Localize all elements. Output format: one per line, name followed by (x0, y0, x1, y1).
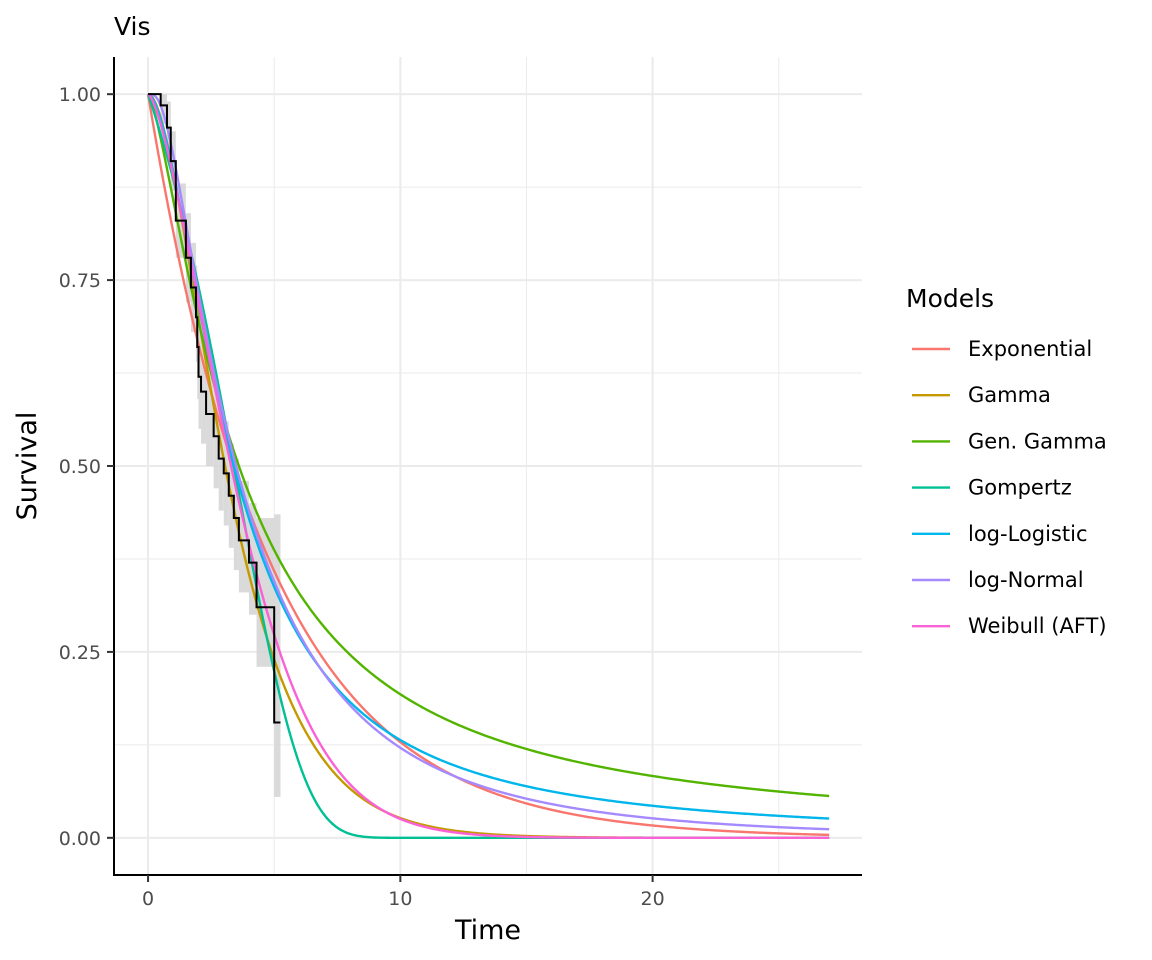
legend-label: log-Logistic (968, 522, 1088, 546)
legend-label: Exponential (968, 337, 1092, 361)
legend-label: Gompertz (968, 476, 1072, 500)
kaplan-meier-curve (148, 93, 281, 724)
km-ci-segment (160, 94, 167, 124)
y-axis-ticks: 0.00 0.25 0.50 0.75 1.00 (59, 84, 114, 850)
chart-title: Vis (114, 12, 151, 41)
y-axis-title: Survival (12, 412, 43, 521)
curve-log-logistic (147, 93, 830, 820)
legend-title: Models (906, 284, 994, 313)
curve-log-normal (148, 92, 830, 831)
x-tick-label: 0 (142, 888, 154, 910)
y-tick-label: 0.75 (59, 270, 101, 292)
km-ci-segment (233, 458, 239, 571)
y-tick-label: 1.00 (59, 84, 101, 106)
x-tick-label: 10 (388, 888, 412, 910)
curve-weibull-aft (147, 93, 830, 840)
x-tick-label: 20 (641, 888, 665, 910)
y-tick-label: 0.25 (59, 642, 101, 664)
legend-label: log-Normal (968, 568, 1084, 592)
km-step-line (148, 93, 281, 724)
x-axis-ticks: 0 10 20 (142, 875, 665, 910)
legend: Models Exponential Gamma Gen. Gamma Gompert… (906, 284, 1107, 638)
legend-label: Weibull (AFT) (968, 614, 1107, 638)
curve-exponential (146, 93, 830, 837)
km-ci-segment (238, 480, 249, 593)
model-curves (146, 92, 830, 840)
curve-gen-gamma (147, 93, 830, 798)
legend-label: Gamma (968, 383, 1051, 407)
x-axis-title: Time (454, 915, 521, 946)
y-tick-label: 0.00 (59, 828, 101, 850)
km-ci-segment (274, 514, 281, 797)
y-tick-label: 0.50 (59, 456, 101, 478)
legend-label: Gen. Gamma (968, 429, 1107, 453)
